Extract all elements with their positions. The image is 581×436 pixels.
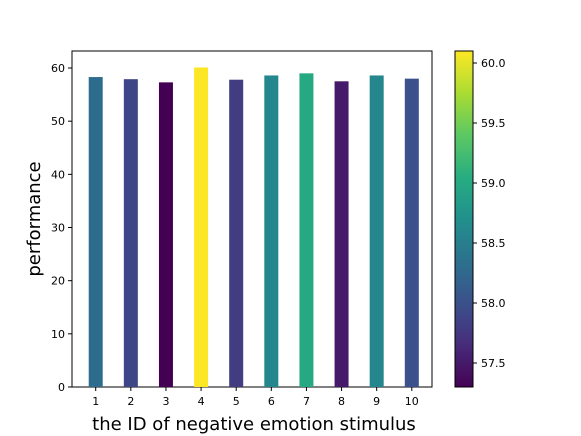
bar bbox=[264, 75, 279, 388]
x-tick-label: 9 bbox=[373, 395, 380, 408]
colorbar-tick-label: 60.0 bbox=[481, 57, 506, 70]
colorbar-tick-label: 58.0 bbox=[481, 297, 506, 310]
x-axis-label: the ID of negative emotion stimulus bbox=[92, 414, 416, 435]
bar bbox=[194, 67, 209, 387]
x-tick-label: 4 bbox=[198, 395, 205, 408]
colorbar-gradient bbox=[454, 50, 474, 388]
bar bbox=[299, 73, 314, 388]
colorbar-ticks: 57.5 58.0 58.5 59.0 59.5 60.0 bbox=[473, 57, 506, 370]
x-tick-label: 5 bbox=[233, 395, 240, 408]
bar bbox=[158, 82, 173, 387]
x-tick-label: 10 bbox=[405, 395, 419, 408]
x-tick-label: 2 bbox=[127, 395, 134, 408]
plot-frame bbox=[71, 50, 433, 388]
colorbar-tick-label: 59.0 bbox=[481, 177, 506, 190]
colorbar-tick-label: 59.5 bbox=[481, 117, 506, 130]
x-tick-label: 8 bbox=[338, 395, 345, 408]
bar bbox=[334, 81, 349, 387]
colorbar-tick-label: 57.5 bbox=[481, 357, 506, 370]
colorbar bbox=[454, 50, 474, 388]
y-tick-label: 50 bbox=[51, 115, 65, 128]
x-tick-label: 3 bbox=[162, 395, 169, 408]
y-axis-ticks: 0 10 20 30 40 50 60 bbox=[51, 62, 72, 394]
y-tick-label: 60 bbox=[51, 62, 65, 75]
y-tick-label: 10 bbox=[51, 328, 65, 341]
x-axis-ticks: 1 2 3 4 5 6 7 8 9 10 bbox=[92, 387, 419, 408]
y-axis-label: performance bbox=[24, 161, 45, 276]
x-tick-label: 7 bbox=[303, 395, 310, 408]
colorbar-tick-label: 58.5 bbox=[481, 237, 506, 250]
bar bbox=[229, 79, 244, 387]
bar bbox=[404, 78, 419, 387]
x-tick-label: 6 bbox=[268, 395, 275, 408]
x-tick-label: 1 bbox=[92, 395, 99, 408]
y-tick-label: 0 bbox=[58, 381, 65, 394]
bar bbox=[123, 79, 138, 387]
bar bbox=[369, 75, 384, 388]
y-tick-label: 40 bbox=[51, 168, 65, 181]
y-tick-label: 30 bbox=[51, 222, 65, 235]
plot-area bbox=[71, 50, 433, 388]
bars bbox=[88, 67, 419, 388]
y-tick-label: 20 bbox=[51, 275, 65, 288]
bar bbox=[88, 77, 103, 388]
